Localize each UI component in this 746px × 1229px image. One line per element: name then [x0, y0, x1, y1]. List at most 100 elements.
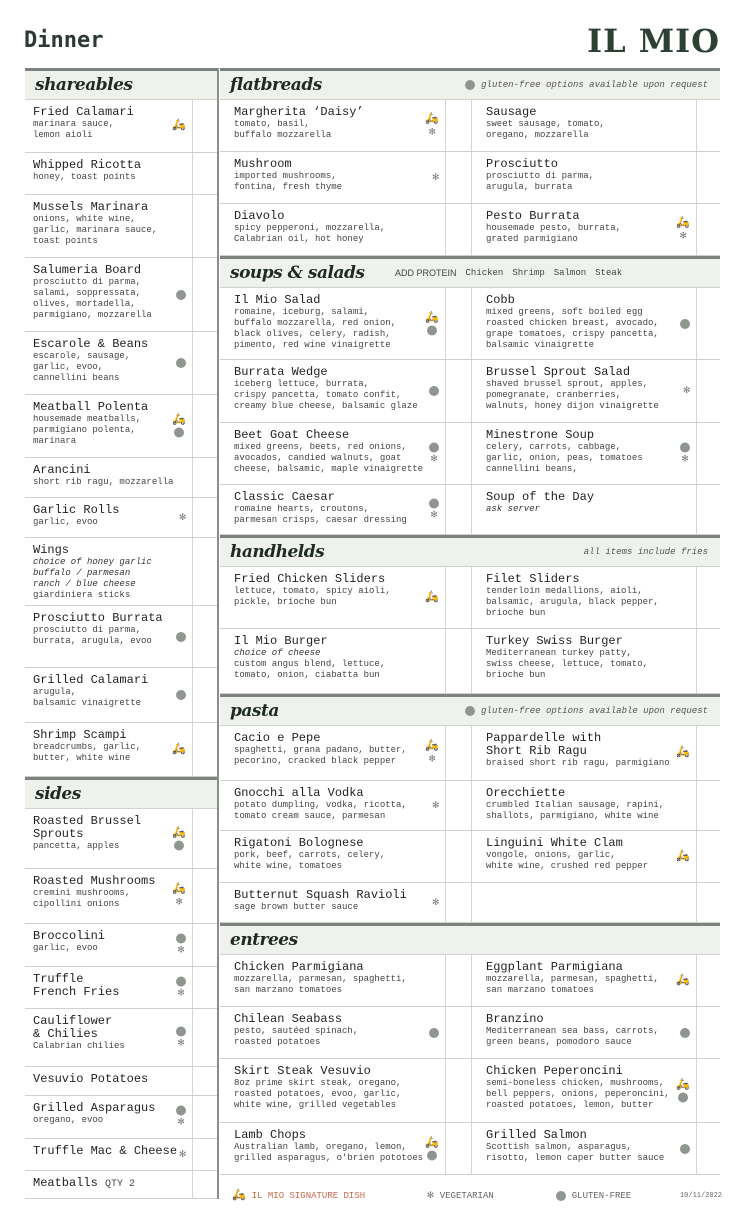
item-icons — [176, 289, 186, 300]
menu-item: Salumeria Board prosciutto di parma, sala… — [25, 258, 217, 332]
menu-item: Classic Caesar romaine hearts, croutons, … — [220, 485, 446, 534]
legend-signature: IL MIO SIGNATURE DISH — [251, 1191, 366, 1201]
item-name: Beet Goat Cheese — [234, 428, 350, 442]
item-description: prosciutto di parma, arugula, burrata — [486, 171, 595, 192]
column-gap — [446, 100, 472, 151]
asterisk-icon: ✻ — [179, 511, 186, 524]
section-title: pasta — [230, 701, 279, 721]
scooter-icon: 🛵 — [425, 740, 439, 753]
gluten-free-icon — [174, 427, 185, 438]
menu-row: Mushroom imported mushrooms, fontina, fre… — [220, 152, 720, 204]
menu-row: Il Mio Salad romaine, iceburg, salami, bu… — [220, 288, 720, 360]
gluten-free-icon — [429, 442, 439, 452]
menu-row: Skirt Steak Vesuvio 8oz prime skirt steak… — [220, 1059, 720, 1123]
item-qty: QTY 2 — [105, 1179, 136, 1190]
item-note: ask server — [486, 504, 541, 514]
section-title: flatbreads — [230, 75, 322, 95]
item-name: Fried Chicken Sliders — [234, 572, 386, 586]
asterisk-icon: ✻ — [427, 1190, 434, 1202]
asterisk-icon: ✻ — [430, 453, 438, 465]
item-icons — [176, 690, 186, 700]
menu-item: Mushroom imported mushrooms, fontina, fre… — [220, 152, 446, 203]
item-description: Mediterranean turkey patty, swiss cheese… — [486, 648, 649, 680]
menu-item-cell: Truffle French Fries ✻ — [25, 967, 193, 1008]
menu-item: Wings choice of honey garlic buffalo / pa… — [25, 538, 217, 606]
item-name: Skirt Steak Vesuvio — [234, 1064, 371, 1078]
page-title: Dinner — [24, 28, 104, 53]
item-icons: 🛵 — [425, 312, 439, 335]
item-description: cremini mushrooms, cipollini onions — [33, 888, 131, 909]
item-name: Arancini — [33, 463, 91, 477]
gluten-free-icon — [680, 1143, 690, 1154]
asterisk-icon: ✻ — [430, 509, 438, 521]
item-icons: 🛵 — [172, 827, 186, 850]
item-description: crumbled Italian sausage, rapini, shallo… — [486, 800, 665, 821]
item-icons — [680, 1027, 690, 1038]
item-note: choice of cheese — [234, 648, 321, 658]
scooter-icon: 🛵 — [676, 850, 690, 863]
asterisk-icon: ✻ — [177, 987, 185, 999]
item-name-text: Meatballs — [33, 1176, 98, 1190]
menu-item-cell: Truffle Mac & Cheese ✻ — [25, 1139, 193, 1170]
item-name: Whipped Ricotta — [33, 158, 142, 172]
section-title: soups & salads — [230, 263, 365, 283]
item-name: Turkey Swiss Burger — [486, 634, 623, 648]
legend-gluten-free: GLUTEN-FREE — [571, 1191, 632, 1201]
item-name: Shrimp Scampi — [33, 728, 127, 742]
item-description: pork, beef, carrots, celery, white wine,… — [234, 850, 386, 871]
item-icons: 🛵 ✻ — [172, 884, 186, 909]
item-description: garlic, evoo — [33, 943, 98, 953]
gluten-free-icon — [680, 318, 690, 329]
item-name: Chicken Parmigiana — [234, 960, 364, 974]
item-name: Il Mio Salad — [234, 293, 321, 307]
item-name: Filet Sliders — [486, 572, 580, 586]
menu-row: Il Mio Burger choice of cheese custom angu… — [220, 629, 720, 694]
item-description: Mediterranean sea bass, carrots, green b… — [486, 1026, 659, 1047]
item-name: Broccolini — [33, 929, 106, 943]
section-title: entrees — [230, 930, 298, 950]
item-icons: ✻ — [176, 1105, 186, 1129]
item-icons: ✻ — [429, 498, 439, 521]
item-description: custom angus blend, lettuce, tomato, oni… — [234, 659, 386, 680]
item-name: Vesuvio Potatoes — [33, 1072, 149, 1086]
item-description: iceberg lettuce, burrata, crispy pancett… — [234, 379, 418, 411]
menu-item: Burrata Wedge iceberg lettuce, burrata, c… — [220, 360, 446, 422]
menu-row: Fried Chicken Sliders lettuce, tomato, sp… — [220, 567, 720, 629]
item-icons — [680, 318, 690, 329]
menu-item-cell: Roasted Mushrooms cremini mushrooms, cipo… — [25, 869, 193, 923]
scooter-icon: 🛵 — [425, 1137, 439, 1149]
item-icons: ✻ — [176, 976, 186, 999]
menu-row: Classic Caesar romaine hearts, croutons, … — [220, 485, 720, 535]
item-description: celery, carrots, cabbage, garlic, onion,… — [486, 442, 643, 474]
item-icons: 🛵 ✻ — [425, 741, 439, 766]
gluten-free-icon — [465, 80, 476, 90]
menu-item: Garlic Rolls garlic, evoo ✻ — [25, 498, 217, 538]
asterisk-icon: ✻ — [681, 453, 689, 465]
gluten-free-icon — [680, 1027, 690, 1038]
gluten-free-icon — [427, 325, 438, 335]
right-column: flatbreads gluten-free options available … — [220, 68, 720, 1175]
gluten-free-icon — [429, 498, 439, 508]
item-description: escarole, sausage, garlic, evoo, cannell… — [33, 351, 131, 383]
menu-item: Prosciutto prosciutto di parma, arugula, … — [472, 152, 697, 203]
item-name: Garlic Rolls — [33, 503, 120, 517]
item-icons: ✻ — [176, 933, 186, 957]
menu-item-cell: Roasted Brussel Sprouts pancetta, apples 🛵 — [25, 809, 193, 868]
item-icons: ✻ — [179, 1149, 186, 1161]
section-header-soups-salads: soups & salads ADD PROTEIN Chicken Shrimp Sa… — [220, 256, 720, 288]
item-name: Cacio e Pepe — [234, 731, 321, 745]
item-name: Prosciutto Burrata — [33, 611, 163, 625]
section-header-entrees: entrees — [220, 923, 720, 955]
menu-item: Cobb mixed greens, soft boiled egg roaste… — [472, 288, 697, 359]
item-name: Diavolo — [234, 209, 285, 223]
gluten-free-icon — [176, 690, 186, 700]
item-name: Salumeria Board — [33, 263, 142, 277]
menu-row: Gnocchi alla Vodka potato dumpling, vodka… — [220, 781, 720, 831]
asterisk-icon: ✻ — [175, 896, 183, 909]
item-icons: ✻ — [429, 442, 439, 465]
item-description: imported mushrooms, fontina, fresh thyme — [234, 171, 343, 192]
item-name: Fried Calamari — [33, 105, 134, 119]
item-description: housemade meatballs, parmigiano polenta,… — [33, 414, 142, 446]
section-header-shareables: shareables — [25, 68, 217, 100]
item-name: Pesto Burrata — [486, 209, 580, 223]
